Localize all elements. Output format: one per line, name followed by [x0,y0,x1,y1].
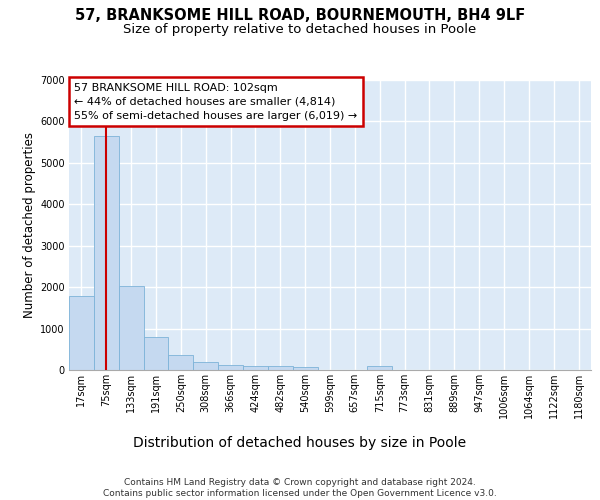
Bar [94,136,119,370]
Bar [193,362,218,370]
Y-axis label: Number of detached properties: Number of detached properties [23,132,36,318]
Text: Distribution of detached houses by size in Poole: Distribution of detached houses by size … [133,436,467,450]
Text: 57, BRANKSOME HILL ROAD, BOURNEMOUTH, BH4 9LF: 57, BRANKSOME HILL ROAD, BOURNEMOUTH, BH… [75,8,525,22]
Text: Contains HM Land Registry data © Crown copyright and database right 2024.
Contai: Contains HM Land Registry data © Crown c… [103,478,497,498]
Bar [218,366,243,370]
Text: 57 BRANKSOME HILL ROAD: 102sqm
← 44% of detached houses are smaller (4,814)
55% : 57 BRANKSOME HILL ROAD: 102sqm ← 44% of … [74,83,358,121]
Bar [268,366,293,370]
Bar [119,286,143,370]
Text: Size of property relative to detached houses in Poole: Size of property relative to detached ho… [124,22,476,36]
Bar [169,355,193,370]
Bar [243,366,268,370]
Bar [293,367,317,370]
Bar [143,337,169,370]
Bar [367,366,392,370]
Bar [69,296,94,370]
